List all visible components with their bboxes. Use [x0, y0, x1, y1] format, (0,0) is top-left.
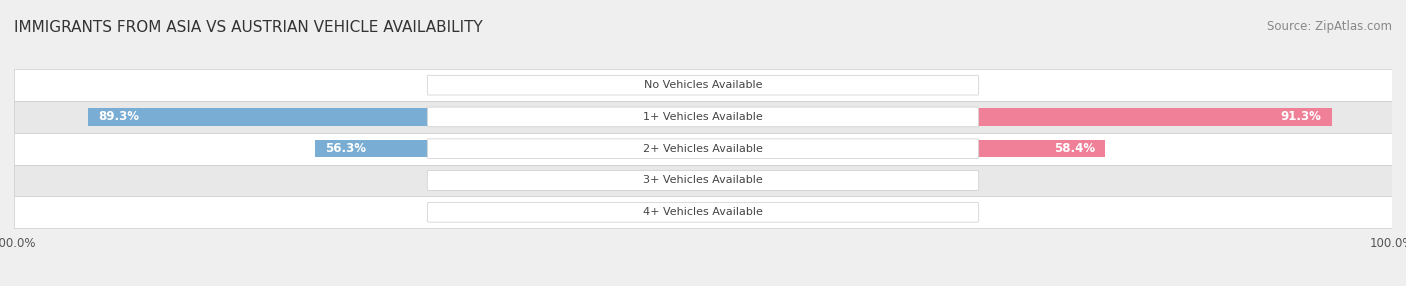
- Text: No Vehicles Available: No Vehicles Available: [644, 80, 762, 90]
- Bar: [315, 140, 703, 158]
- Text: Source: ZipAtlas.com: Source: ZipAtlas.com: [1267, 20, 1392, 33]
- FancyBboxPatch shape: [427, 171, 979, 190]
- Text: 58.4%: 58.4%: [1054, 142, 1095, 155]
- Text: 4+ Vehicles Available: 4+ Vehicles Available: [643, 207, 763, 217]
- Bar: [564, 172, 703, 189]
- Bar: [703, 76, 763, 94]
- Bar: [703, 172, 846, 189]
- Text: 8.8%: 8.8%: [770, 79, 800, 92]
- Bar: [14, 196, 1392, 228]
- Text: 2+ Vehicles Available: 2+ Vehicles Available: [643, 144, 763, 154]
- Text: 56.3%: 56.3%: [325, 142, 367, 155]
- Text: 91.3%: 91.3%: [1281, 110, 1322, 124]
- FancyBboxPatch shape: [427, 202, 979, 222]
- Text: 20.2%: 20.2%: [520, 174, 557, 187]
- Bar: [14, 165, 1392, 196]
- Bar: [87, 108, 703, 126]
- Text: 3+ Vehicles Available: 3+ Vehicles Available: [643, 176, 763, 186]
- Text: IMMIGRANTS FROM ASIA VS AUSTRIAN VEHICLE AVAILABILITY: IMMIGRANTS FROM ASIA VS AUSTRIAN VEHICLE…: [14, 20, 482, 35]
- Bar: [14, 101, 1392, 133]
- Bar: [14, 133, 1392, 165]
- Bar: [657, 204, 703, 221]
- Bar: [703, 140, 1105, 158]
- Bar: [703, 204, 749, 221]
- FancyBboxPatch shape: [427, 75, 979, 95]
- FancyBboxPatch shape: [427, 139, 979, 158]
- Text: 20.9%: 20.9%: [853, 174, 891, 187]
- Text: 10.9%: 10.9%: [583, 79, 621, 92]
- Bar: [703, 108, 1331, 126]
- Bar: [628, 76, 703, 94]
- Text: 6.8%: 6.8%: [756, 206, 786, 219]
- Text: 1+ Vehicles Available: 1+ Vehicles Available: [643, 112, 763, 122]
- Bar: [14, 69, 1392, 101]
- FancyBboxPatch shape: [427, 107, 979, 127]
- Text: 6.8%: 6.8%: [620, 206, 650, 219]
- Text: 89.3%: 89.3%: [98, 110, 139, 124]
